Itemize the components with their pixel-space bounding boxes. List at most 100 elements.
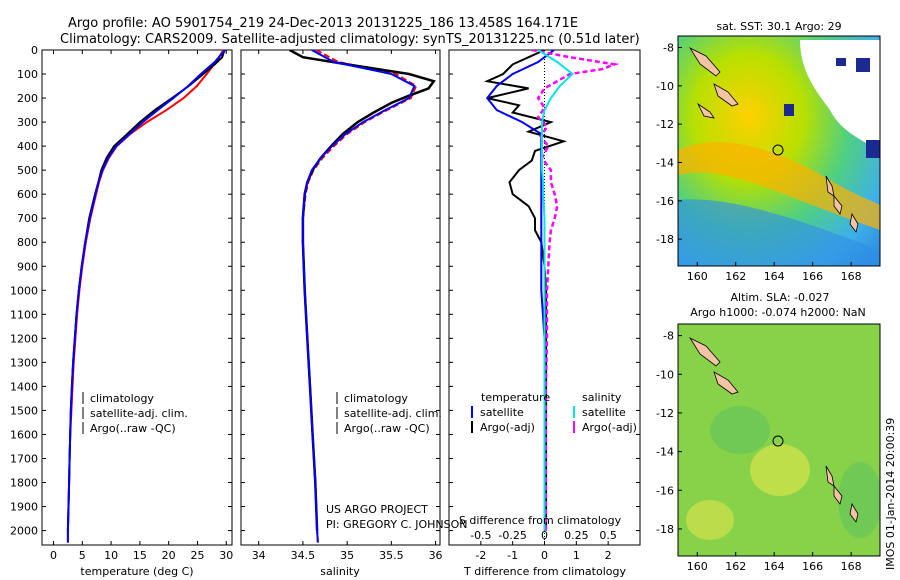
temperature-tick-label: 25 xyxy=(190,549,204,562)
sla-high-patch xyxy=(686,500,734,540)
header-line-2: Climatology: CARS2009. Satellite-adjuste… xyxy=(60,32,640,47)
sal-diff-satellite-line xyxy=(537,50,575,531)
difference-axis-ticks: -2 -1 0 1 2 -0.5 -0.25 0 0.25 0.5 xyxy=(470,50,617,562)
temperature-satellite-line xyxy=(66,50,226,543)
t-diff-tick-label: 1 xyxy=(573,549,580,562)
legend-label-sal-argo: Argo(-adj) xyxy=(582,421,637,434)
temperature-legend: climatology satellite-adj. clim. Argo(..… xyxy=(82,392,188,435)
salinity-profiles xyxy=(289,50,436,543)
map-lat-label: -8 xyxy=(663,42,674,55)
sst-cool-region xyxy=(678,199,880,266)
project-name: US ARGO PROJECT xyxy=(326,503,428,516)
depth-tick-label: 800 xyxy=(17,236,38,249)
legend-label-temp-argo: Argo(-adj) xyxy=(480,421,535,434)
s-diff-tick-label: 0.25 xyxy=(564,529,589,542)
legend-label-climatology: climatology xyxy=(344,392,408,405)
map-lon-label: 160 xyxy=(687,270,708,283)
map-lon-label: 162 xyxy=(725,270,746,283)
legend-label-climatology: climatology xyxy=(90,392,154,405)
sla-map-title-2: Argo h1000: -0.074 h2000: NaN xyxy=(690,306,866,319)
island-landmass xyxy=(713,371,739,395)
sla-low-patch xyxy=(710,406,770,454)
temperature-xlabel: temperature (deg C) xyxy=(80,565,193,578)
depth-tick-label: 1800 xyxy=(10,477,38,490)
sst-map-title: sat. SST: 30.1 Argo: 29 xyxy=(716,20,841,33)
salinity-axes xyxy=(240,49,441,546)
temperature-tick-label: 15 xyxy=(133,549,147,562)
sst-map-ticks: 160 162 164 166 168 -8 -10 -12 -14 -16 -18 xyxy=(656,42,862,284)
map-lat-label: -12 xyxy=(656,118,674,131)
legend-title-salinity: salinity xyxy=(582,391,622,404)
legend-label-argo: Argo(..raw -QC) xyxy=(344,422,430,435)
sst-map-frame xyxy=(677,35,881,267)
depth-tick-label: 1000 xyxy=(10,284,38,297)
map-lat-label: -10 xyxy=(656,368,674,381)
sal-diff-argo-line xyxy=(531,50,620,531)
project-pi: PI: GREGORY C. JOHNSON xyxy=(326,518,467,531)
temperature-profiles xyxy=(66,50,226,543)
depth-tick-label: 1400 xyxy=(10,380,38,393)
depth-tick-label: 1500 xyxy=(10,404,38,417)
sst-warm-band xyxy=(678,141,880,230)
map-lon-label: 168 xyxy=(841,270,862,283)
island-landmass xyxy=(688,47,721,77)
map-lat-label: -14 xyxy=(656,446,674,459)
map-lat-label: -8 xyxy=(663,330,674,343)
map-lon-label: 160 xyxy=(687,560,708,573)
salinity-tick-label: 34 xyxy=(252,549,266,562)
map-lat-label: -18 xyxy=(656,233,674,246)
difference-legend: temperature salinity satellite Argo(-adj… xyxy=(471,391,637,434)
difference-profiles xyxy=(483,50,620,531)
map-lon-label: 164 xyxy=(764,270,785,283)
t-diff-tick-label: 0 xyxy=(541,549,548,562)
salinity-tick-label: 36 xyxy=(429,549,443,562)
temperature-tick-label: 0 xyxy=(50,549,57,562)
depth-tick-label: 600 xyxy=(17,188,38,201)
depth-tick-label: 100 xyxy=(17,68,38,81)
salinity-tick-label: 35 xyxy=(340,549,354,562)
difference-xlabel-bottom: T difference from climatology xyxy=(463,565,626,578)
map-lon-label: 166 xyxy=(802,270,823,283)
t-diff-tick-label: 2 xyxy=(605,549,612,562)
s-diff-tick-label: -0.5 xyxy=(470,529,491,542)
depth-tick-label: 500 xyxy=(17,164,38,177)
depth-tick-label: 1900 xyxy=(10,501,38,514)
temperature-tick-label: 5 xyxy=(79,549,86,562)
salinity-legend: climatology satellite-adj. clim. Argo(..… xyxy=(336,392,442,435)
temperature-tick-label: 30 xyxy=(219,549,233,562)
sla-low-patch xyxy=(838,462,880,538)
temperature-climatology-line xyxy=(66,50,225,543)
depth-tick-label: 700 xyxy=(17,212,38,225)
map-lat-label: -14 xyxy=(656,157,674,170)
island-landmass xyxy=(688,337,721,367)
island-landmass xyxy=(696,102,715,119)
salinity-xlabel: salinity xyxy=(320,565,360,578)
sla-map-ticks: 160 162 164 166 168 -8 -10 -12 -14 -16 -18 xyxy=(656,330,862,573)
depth-tick-label: 400 xyxy=(17,140,38,153)
sst-cold-pixel xyxy=(866,140,880,158)
legend-label-sal-satellite: satellite xyxy=(582,406,626,419)
sla-float-marker xyxy=(772,435,784,447)
island-landmass xyxy=(849,502,859,523)
depth-tick-label: 300 xyxy=(17,116,38,129)
island-landmass xyxy=(849,212,859,233)
difference-xlabel-top: S difference from climatology xyxy=(459,514,622,527)
legend-label-temp-satellite: satellite xyxy=(480,406,524,419)
island-landmass xyxy=(833,194,843,215)
map-lat-label: -18 xyxy=(656,523,674,536)
salinity-tick-label: 34.5 xyxy=(291,549,316,562)
temperature-axes xyxy=(41,49,233,546)
map-lon-label: 168 xyxy=(841,560,862,573)
header-line-1: Argo profile: AO 5901754_219 24-Dec-2013… xyxy=(68,16,578,31)
sst-cold-pixel xyxy=(836,58,846,66)
map-lon-label: 164 xyxy=(764,560,785,573)
island-landmass xyxy=(713,83,739,107)
map-lat-label: -10 xyxy=(656,80,674,93)
legend-title-temperature: temperature xyxy=(481,391,550,404)
depth-tick-label: 1200 xyxy=(10,332,38,345)
s-diff-tick-label: -0.25 xyxy=(498,529,526,542)
depth-tick-label: 1700 xyxy=(10,452,38,465)
sla-map xyxy=(678,324,880,556)
depth-tick-label: 0 xyxy=(31,44,38,57)
